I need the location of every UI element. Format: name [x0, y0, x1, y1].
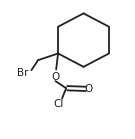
Text: O: O [84, 84, 92, 94]
Text: Br: Br [17, 68, 28, 78]
Text: Cl: Cl [53, 99, 63, 109]
Text: O: O [51, 72, 60, 82]
